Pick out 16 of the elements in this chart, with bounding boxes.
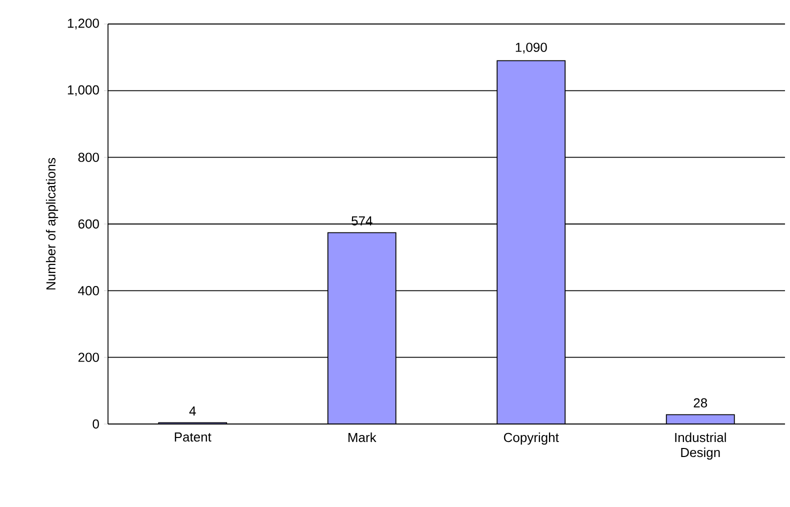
y-tick-label: 600 [78, 219, 99, 229]
x-tick-label: Patent [174, 432, 212, 442]
y-tick-label: 400 [78, 286, 99, 296]
x-tick-label: Copyright [504, 432, 559, 445]
y-tick-label: 1,000 [68, 85, 99, 96]
y-tick-label: 0 [92, 419, 99, 429]
data-label: 28 [694, 398, 708, 408]
bar [666, 414, 735, 424]
x-tick-label: Mark [348, 432, 376, 442]
y-tick-label: 800 [78, 152, 99, 162]
y-tick-label: 1,200 [68, 18, 99, 30]
data-label: 4 [189, 406, 196, 416]
x-tick-label: Industrial Design [675, 432, 726, 460]
y-axis-title: Number of applications [46, 158, 58, 290]
y-tick-label: 200 [78, 352, 99, 362]
data-label: 1,090 [516, 42, 547, 54]
